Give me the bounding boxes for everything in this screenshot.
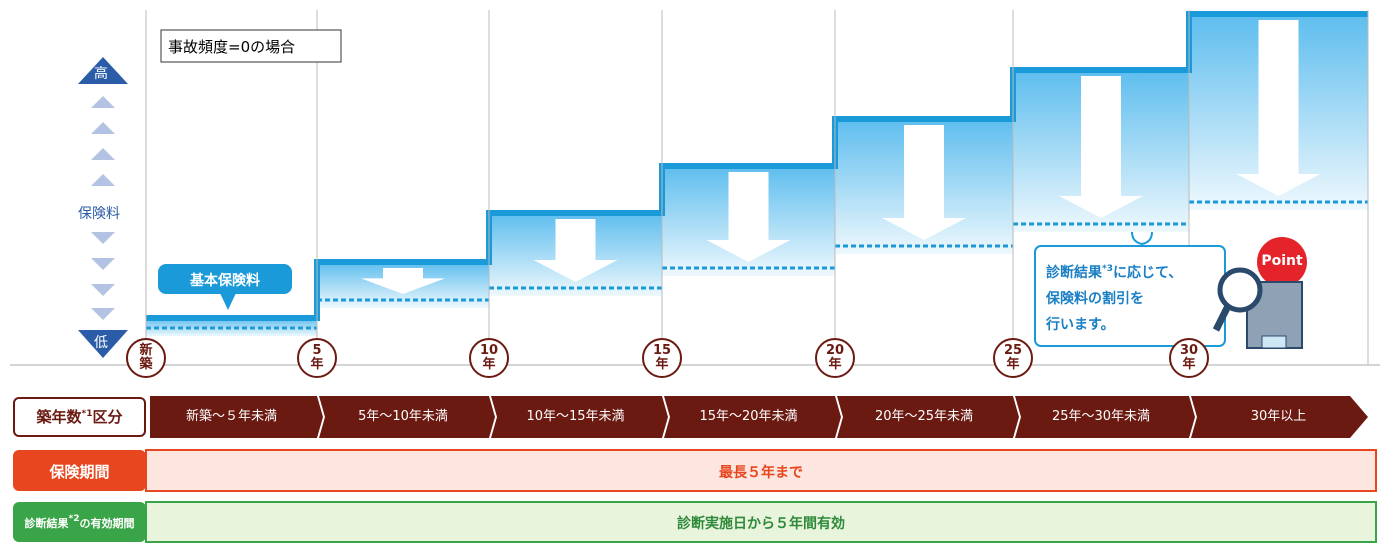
chevron <box>662 396 670 438</box>
age-band <box>150 396 1368 438</box>
period-label-box <box>13 450 146 491</box>
milestone: 5年 <box>310 343 324 372</box>
valid-label: 診断結果*2の有効期間 <box>13 514 146 531</box>
age-cell: 20年～25年未満 <box>874 409 974 424</box>
brace <box>1131 231 1153 246</box>
age-cell: 15年～20年未満 <box>699 409 798 424</box>
valid-text: 診断実施日から５年間有効 <box>677 516 845 532</box>
magnifier <box>1217 267 1263 313</box>
milestone: 15年 <box>652 343 672 372</box>
milestone: 20年 <box>825 343 845 372</box>
discount-arrow <box>533 219 618 282</box>
period-label: 保険期間 <box>49 463 110 481</box>
callout-line: 保険料の割引を <box>1046 291 1144 307</box>
milestone: 30年 <box>1179 343 1199 372</box>
premium-fill <box>146 318 317 336</box>
milestone: 10年 <box>479 343 499 372</box>
callout-line: 行います。 <box>1046 317 1115 333</box>
door <box>1261 335 1287 349</box>
milestone: 25年 <box>1003 343 1023 372</box>
callout-text-b: に応じて、 <box>1112 265 1183 281</box>
milestone-circle <box>815 338 855 378</box>
discount-arrow <box>1236 20 1321 196</box>
age-label-box <box>13 397 146 437</box>
chevron <box>489 396 497 438</box>
chevron <box>1189 396 1197 438</box>
scale-triangles <box>91 96 115 320</box>
discount-arrow <box>1059 76 1143 218</box>
label-sup: *1 <box>81 409 93 419</box>
scale-low: 低 <box>94 335 108 351</box>
milestone-circle <box>297 338 337 378</box>
discount-arrow <box>361 268 445 294</box>
milestone-circle <box>469 338 509 378</box>
chevron <box>1013 396 1021 438</box>
age-cell: 新築～５年未満 <box>185 409 277 424</box>
period-bar <box>145 449 1377 492</box>
discount-arrow <box>706 172 791 262</box>
note-box <box>160 29 342 63</box>
callout-text: 診断結果*3に応じて、 保険料の割引を 行います。 <box>1046 256 1182 338</box>
scale-high: 高 <box>94 66 108 82</box>
chevron <box>835 396 843 438</box>
point-badge <box>1257 237 1307 287</box>
milestone-circle <box>993 338 1033 378</box>
age-cell: 5年～10年未満 <box>358 409 448 424</box>
valid-label-box <box>13 502 146 542</box>
scale-label: 保険料 <box>78 206 120 222</box>
discount-arrow <box>882 125 966 240</box>
age-cell: 10年～15年未満 <box>526 409 625 424</box>
valid-bar <box>145 501 1377 543</box>
milestone-circle <box>126 338 166 378</box>
milestone-circle <box>1169 338 1209 378</box>
base-bubble <box>158 264 292 294</box>
label-b: の有効期間 <box>79 517 135 530</box>
label-sup: *2 <box>68 514 80 524</box>
note: 事故頻度=0の場合 <box>168 38 296 56</box>
bubble-tail <box>220 293 236 310</box>
age-cell: 25年～30年未満 <box>1051 409 1151 424</box>
label-a: 築年数 <box>36 408 82 426</box>
age-cell: 30年以上 <box>1250 409 1307 424</box>
callout-sup: *3 <box>1102 264 1113 274</box>
period-text: 最長５年まで <box>719 465 803 481</box>
low-arrow <box>78 330 128 358</box>
milestone-circle <box>642 338 682 378</box>
magnifier-handle <box>1212 304 1232 332</box>
age-label: 築年数*1区分 <box>14 406 145 427</box>
chevron <box>317 396 325 438</box>
premium-line <box>146 11 1368 321</box>
milestone: 新築 <box>139 343 153 372</box>
high-arrow <box>78 57 128 84</box>
badge-text: Point <box>1261 253 1303 269</box>
label-a: 診断結果 <box>24 517 69 530</box>
callout-text-a: 診断結果 <box>1046 265 1102 281</box>
label-b: 区分 <box>92 408 123 426</box>
base-label: 基本保険料 <box>190 273 260 289</box>
